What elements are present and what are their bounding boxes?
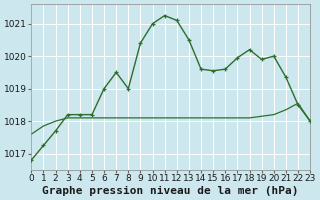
- X-axis label: Graphe pression niveau de la mer (hPa): Graphe pression niveau de la mer (hPa): [43, 186, 299, 196]
